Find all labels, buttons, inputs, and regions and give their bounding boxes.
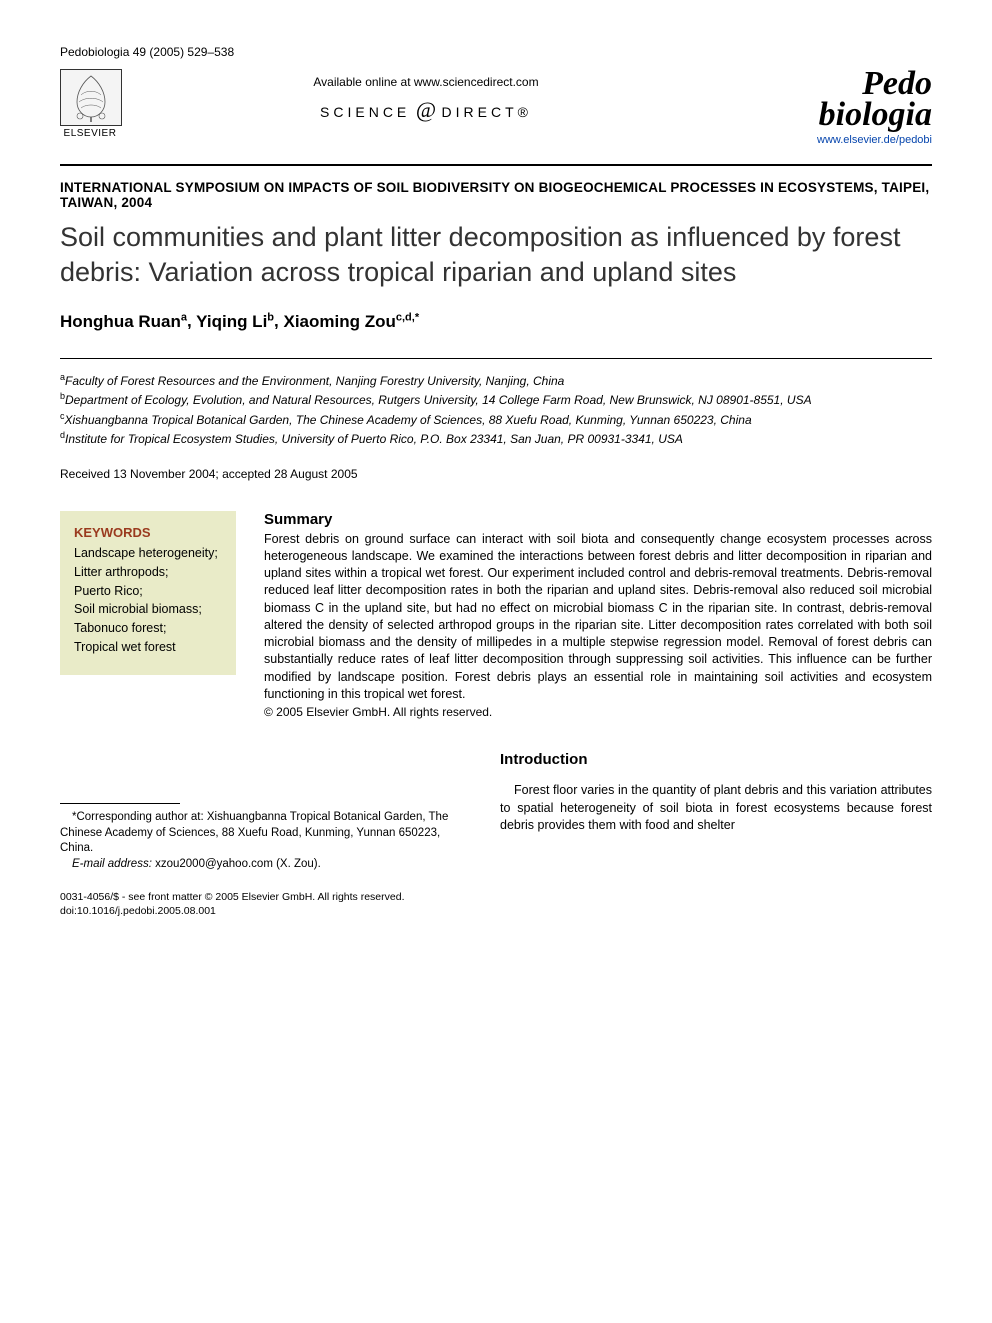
authors: Honghua Ruana, Yiqing Lib, Xiaoming Zouc… [60,311,932,332]
keywords-box: KEYWORDS Landscape heterogeneity; Litter… [60,511,236,675]
article-title: Soil communities and plant litter decomp… [60,220,932,289]
page-footer: 0031-4056/$ - see front matter © 2005 El… [60,890,932,918]
affiliation-a: aFaculty of Forest Resources and the Env… [60,371,932,390]
journal-logo-block: Pedo biologia www.elsevier.de/pedobi [732,69,932,146]
footnote-rule [60,803,180,804]
affiliations-block: aFaculty of Forest Resources and the Env… [60,371,932,449]
doi-line: doi:10.1016/j.pedobi.2005.08.001 [60,904,932,918]
sd-text-right: DIRECT® [442,104,532,120]
intro-column: Introduction Forest floor varies in the … [500,751,932,872]
summary-block: Summary Forest debris on ground surface … [264,511,932,720]
author-1: Honghua Ruana [60,312,187,331]
intro-text: Forest floor varies in the quantity of p… [500,782,932,835]
sd-text-left: SCIENCE [320,104,410,120]
email-label: E-mail address: [72,858,152,870]
corresponding-author-note: *Corresponding author at: Xishuangbanna … [60,810,470,857]
intro-row: *Corresponding author at: Xishuangbanna … [60,751,932,872]
section-rule [60,164,932,166]
journal-url[interactable]: www.elsevier.de/pedobi [732,134,932,146]
elsevier-logo: ELSEVIER [60,69,120,139]
sciencedirect-logo: SCIENCE @ DIRECT® [120,97,732,123]
footnote-column: *Corresponding author at: Xishuangbanna … [60,751,470,872]
journal-ref: Pedobiologia 49 (2005) 529–538 [60,45,932,59]
elsevier-tree-icon [60,69,122,126]
affiliation-c: cXishuangbanna Tropical Botanical Garden… [60,410,932,429]
affiliation-b: bDepartment of Ecology, Evolution, and N… [60,390,932,409]
abstract-copyright: © 2005 Elsevier GmbH. All rights reserve… [264,705,932,719]
front-matter-line: 0031-4056/$ - see front matter © 2005 El… [60,890,932,904]
available-online-text: Available online at www.sciencedirect.co… [120,75,732,89]
email-line: E-mail address: xzou2000@yahoo.com (X. Z… [60,857,470,873]
author-rule [60,358,932,359]
journal-title: Pedo biologia [732,69,932,130]
center-header: Available online at www.sciencedirect.co… [120,69,732,123]
author-2: Yiqing Lib [196,312,274,331]
keywords-list: Landscape heterogeneity; Litter arthropo… [74,544,222,657]
conference-line: INTERNATIONAL SYMPOSIUM ON IMPACTS OF SO… [60,180,932,210]
abstract-row: KEYWORDS Landscape heterogeneity; Litter… [60,511,932,720]
dates-line: Received 13 November 2004; accepted 28 A… [60,467,932,481]
elsevier-label: ELSEVIER [60,128,120,139]
journal-page: Pedobiologia 49 (2005) 529–538 ELSEVIER … [0,0,992,948]
intro-title: Introduction [500,751,932,768]
author-3: Xiaoming Zouc,d,* [283,312,419,331]
header-row: ELSEVIER Available online at www.science… [60,69,932,146]
journal-title-bottom: biologia [819,96,932,133]
summary-title: Summary [264,511,932,528]
email-value[interactable]: xzou2000@yahoo.com (X. Zou). [155,858,321,870]
summary-text: Forest debris on ground surface can inte… [264,531,932,704]
affiliation-d: dInstitute for Tropical Ecosystem Studie… [60,429,932,448]
keywords-title: KEYWORDS [74,523,222,543]
sd-at-icon: @ [410,97,441,122]
